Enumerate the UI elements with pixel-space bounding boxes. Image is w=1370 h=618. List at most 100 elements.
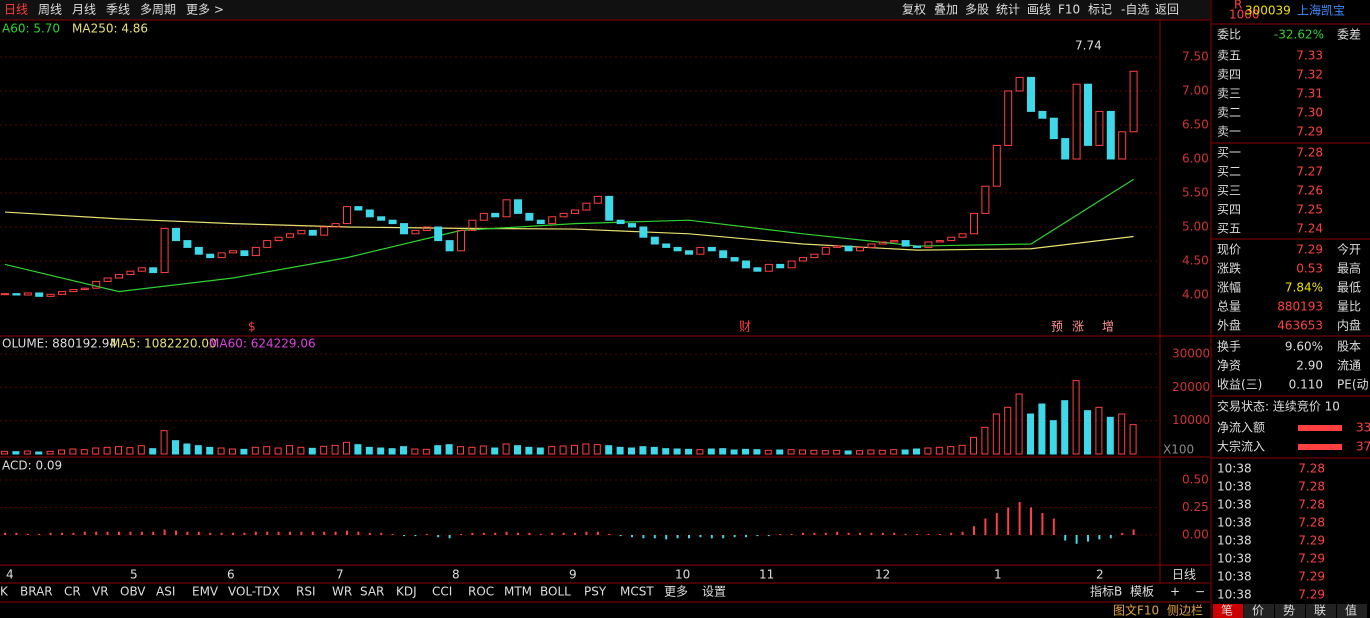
volume-bar: [286, 445, 293, 455]
flow-bar: [1298, 425, 1342, 431]
volume-bar: [502, 443, 510, 455]
toolbar-button[interactable]: 画线: [1027, 3, 1051, 17]
volume-bar: [970, 436, 977, 455]
indicator-tab[interactable]: ROC: [468, 585, 494, 599]
candle: [593, 195, 602, 204]
ask-label: 卖五: [1217, 49, 1241, 63]
indicator-tab[interactable]: VR: [92, 585, 109, 599]
volume-bar: [69, 448, 77, 455]
indicator-button[interactable]: 模板: [1130, 585, 1154, 599]
status-button[interactable]: 图文F10: [1113, 603, 1159, 618]
indicator-tab[interactable]: 设置: [702, 585, 726, 599]
indicator-tab[interactable]: MTM: [504, 585, 532, 599]
indicator-tab[interactable]: SAR: [360, 585, 384, 599]
toolbar-button[interactable]: 复权: [902, 3, 926, 17]
side-tab[interactable]: 势: [1283, 604, 1295, 618]
y-tick-label: 10000: [1172, 413, 1210, 427]
tick-time: 10:38: [1217, 498, 1252, 512]
indicator-tab[interactable]: VOL-TDX: [228, 585, 280, 599]
indicator-tab[interactable]: MCST: [620, 585, 654, 599]
toolbar-button[interactable]: 返回: [1155, 3, 1179, 17]
candle: [46, 293, 55, 297]
volume-bar: [696, 449, 704, 455]
volume-bar: [434, 445, 442, 455]
indicator-button[interactable]: 指标B: [1090, 584, 1122, 599]
side-tab[interactable]: 联: [1314, 604, 1326, 618]
candle: [445, 240, 454, 252]
indicator-tab[interactable]: BRAR: [20, 585, 53, 599]
volume-bar: [400, 446, 407, 455]
date-label: 5: [130, 568, 138, 582]
candle: [913, 245, 921, 248]
toolbar-button[interactable]: -自选: [1121, 3, 1149, 17]
indicator-tab[interactable]: ASI: [156, 585, 175, 599]
volume-bar: [365, 446, 373, 455]
toolbar-button[interactable]: 标记: [1088, 3, 1112, 17]
toolbar-button[interactable]: 多周期: [140, 3, 176, 17]
indicator-tab[interactable]: OBV: [120, 585, 146, 599]
toolbar-button[interactable]: 统计: [996, 3, 1020, 17]
indicator-tab[interactable]: 更多: [664, 585, 688, 599]
event-marker[interactable]: 涨: [1072, 319, 1084, 334]
volume-bar: [149, 448, 157, 455]
indicator-tab[interactable]: CCI: [432, 585, 452, 599]
toolbar-button[interactable]: 叠加: [934, 3, 958, 17]
candle: [559, 212, 568, 218]
candle: [92, 280, 101, 289]
volume-bar: [274, 447, 282, 455]
volume-bar: [377, 447, 385, 455]
event-marker[interactable]: $: [248, 320, 256, 334]
toolbar-button[interactable]: 多股: [965, 3, 989, 17]
toolbar-button[interactable]: F10: [1058, 3, 1080, 17]
side-tab[interactable]: 价: [1252, 604, 1264, 618]
side-tab[interactable]: 值: [1345, 603, 1357, 618]
indicator-tab[interactable]: KDJ: [396, 585, 417, 599]
trade-status: 交易状态: 连续竞价 10: [1217, 399, 1340, 414]
volume-bar: [548, 446, 556, 455]
indicator-button[interactable]: −: [1195, 585, 1205, 599]
volume-bar: [388, 448, 396, 455]
stat-value: 7.84%: [1285, 281, 1323, 295]
event-marker[interactable]: 财: [739, 320, 751, 334]
candle: [217, 252, 226, 259]
volume-bar: [764, 449, 772, 455]
candle: [1118, 131, 1127, 160]
volume-bar: [639, 446, 647, 455]
candle: [719, 250, 728, 259]
side-tab[interactable]: 笔: [1221, 603, 1233, 618]
ask-label: 卖一: [1217, 125, 1241, 139]
volume-bar: [240, 448, 248, 455]
badge: R: [1234, 0, 1242, 12]
status-button[interactable]: 侧边栏: [1167, 603, 1203, 618]
volume-bar: [719, 448, 727, 455]
toolbar-button[interactable]: 周线: [38, 3, 62, 17]
indicator-tab[interactable]: RSI: [296, 585, 316, 599]
volume-bar: [251, 446, 259, 455]
volume-bar: [525, 446, 533, 455]
volume-bar: [616, 446, 624, 455]
indicator-tab[interactable]: BOLL: [540, 585, 571, 599]
candle: [525, 212, 534, 221]
indicator-tab[interactable]: EMV: [192, 585, 219, 599]
tick-time: 10:38: [1217, 570, 1252, 584]
toolbar-button[interactable]: 季线: [106, 3, 130, 17]
stat-label: 收益(三): [1217, 378, 1262, 392]
y-tick-label: 0.00: [1182, 528, 1209, 542]
event-marker[interactable]: 增: [1102, 320, 1114, 334]
candle: [1038, 110, 1047, 119]
event-marker[interactable]: 预: [1051, 320, 1063, 334]
indicator-tab[interactable]: CR: [64, 585, 81, 599]
indicator-tab[interactable]: WR: [332, 585, 352, 599]
volume-bar: [263, 446, 271, 455]
indicator-button[interactable]: +: [1170, 585, 1180, 599]
tick-price: 7.28: [1298, 498, 1325, 512]
indicator-tab[interactable]: PSY: [584, 585, 607, 599]
toolbar-button[interactable]: 日线: [4, 3, 28, 17]
toolbar-button[interactable]: 月线: [72, 3, 96, 17]
toolbar-button[interactable]: 更多 >: [186, 3, 224, 17]
indicator-tab[interactable]: K: [0, 585, 9, 599]
candle: [103, 277, 112, 282]
candle: [662, 243, 671, 248]
y-tick-label: 7.50: [1182, 50, 1209, 64]
tab-bg: [1306, 604, 1336, 618]
